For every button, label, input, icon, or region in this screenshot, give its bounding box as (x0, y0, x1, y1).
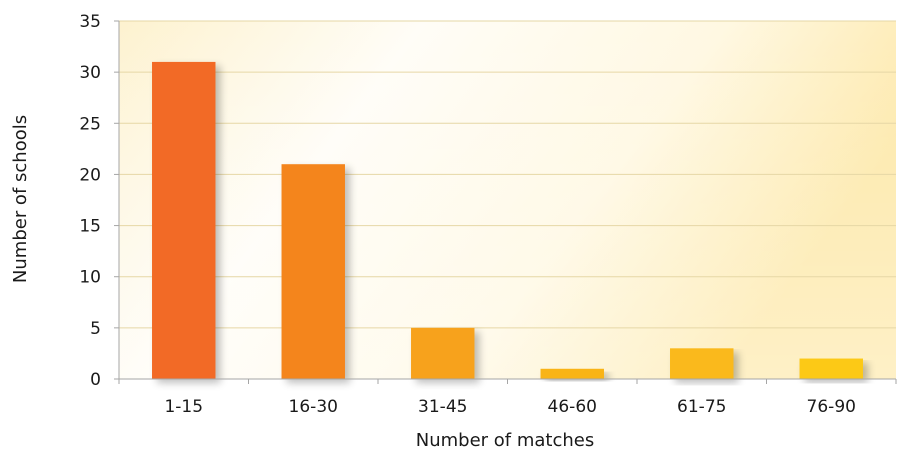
x-tick-label: 31-45 (418, 397, 467, 417)
x-tick-label: 61-75 (677, 397, 726, 417)
x-tick-label: 16-30 (289, 397, 338, 417)
y-tick-label: 10 (79, 268, 101, 288)
y-tick-label: 35 (79, 12, 101, 32)
y-tick-label: 25 (79, 114, 101, 134)
y-tick-label: 20 (79, 165, 101, 185)
bar-76-90 (799, 358, 863, 379)
gridlines (114, 20, 897, 384)
plot-background-fade (119, 21, 896, 379)
bars (152, 61, 863, 380)
x-tick-labels: 1-15 16-30 31-45 46-60 61-75 76-90 (164, 397, 856, 417)
bar-46-60 (540, 368, 604, 379)
bar-16-30 (281, 164, 345, 379)
x-tick-label: 76-90 (807, 397, 856, 417)
y-tick-label: 5 (90, 319, 101, 339)
x-axis-title: Number of matches (416, 430, 594, 451)
y-tick-label: 30 (79, 63, 101, 83)
y-tick-labels: 0 5 10 15 20 25 30 35 (79, 12, 101, 390)
y-tick-label: 15 (79, 217, 101, 237)
y-tick-label: 0 (90, 370, 101, 390)
bar-1-15 (152, 61, 216, 380)
axes (118, 21, 896, 380)
x-tick-label: 1-15 (164, 397, 203, 417)
bar-31-45 (411, 327, 475, 379)
y-axis-title: Number of schools (10, 115, 31, 283)
bar-61-75 (670, 348, 734, 379)
x-tick-label: 46-60 (548, 397, 597, 417)
